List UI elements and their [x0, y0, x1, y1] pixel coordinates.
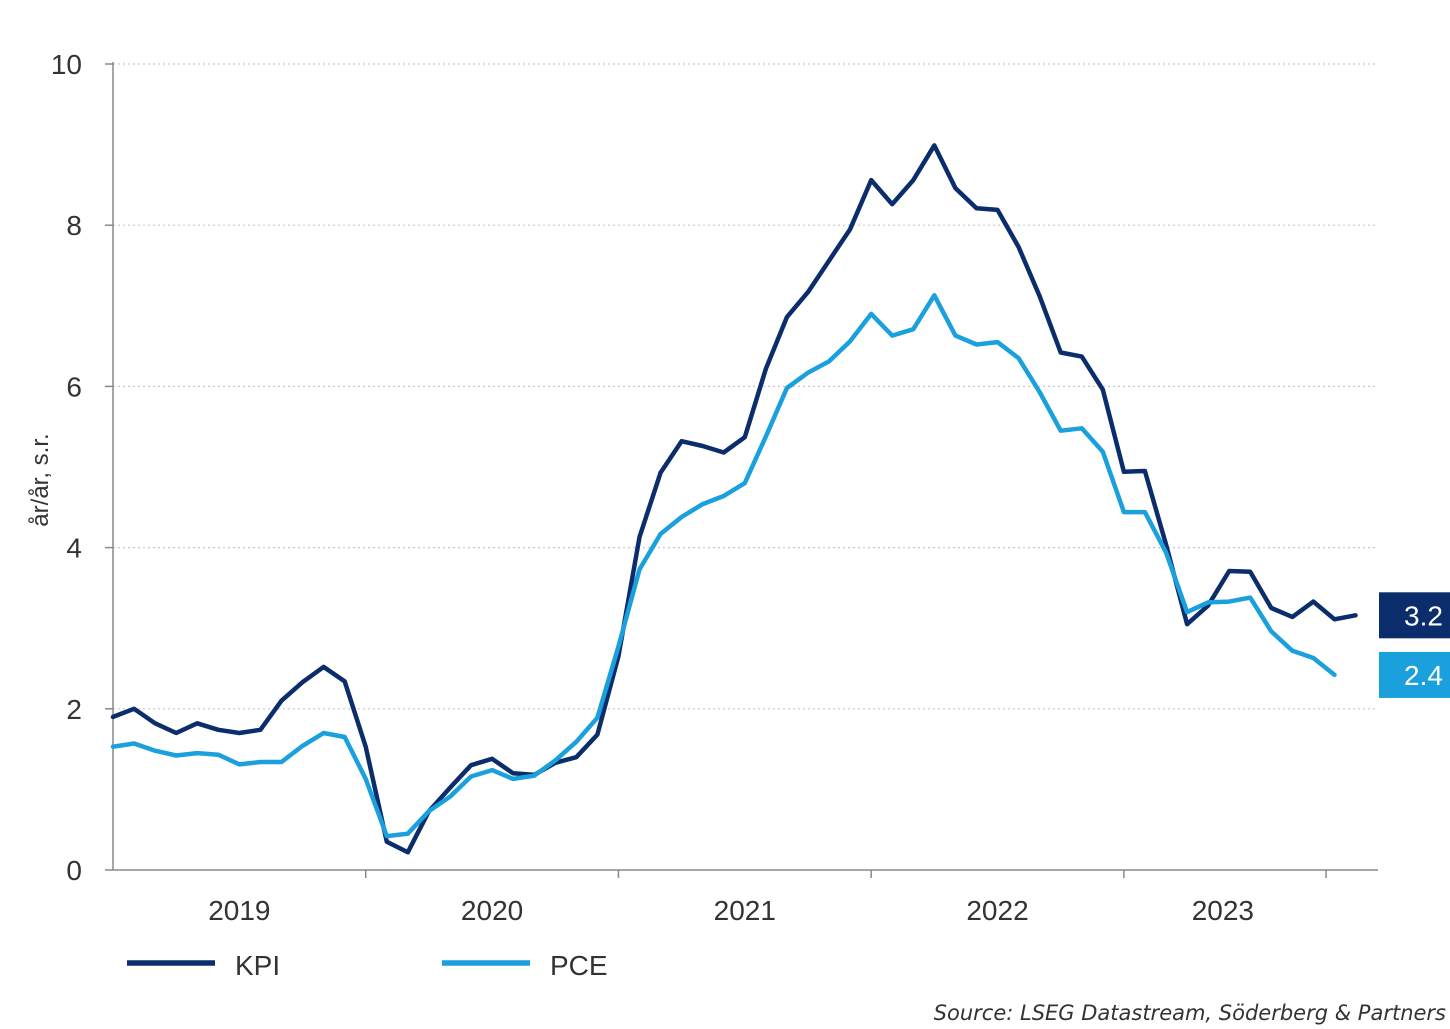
y-axis-ticks: 0 2 4 6 8 10 — [51, 49, 113, 886]
x-axis-ticks: 2019 2020 2021 2022 2023 — [208, 870, 1327, 926]
y-tick-label: 8 — [66, 210, 82, 241]
y-axis-title: år/år, s.r. — [27, 433, 54, 526]
series-line-pce — [110, 293, 1337, 839]
end-label-box-kpi — [1379, 592, 1450, 639]
x-tick-label: 2021 — [714, 895, 776, 926]
x-tick-label: 2019 — [208, 895, 270, 926]
y-tick-label: 2 — [66, 694, 82, 725]
y-tick-label: 4 — [66, 533, 82, 564]
y-tick-label: 0 — [66, 855, 82, 886]
series-line-kpi — [110, 143, 1358, 855]
series-lines — [110, 143, 1358, 855]
legend-label-pce: PCE — [550, 950, 608, 981]
y-tick-label: 10 — [51, 49, 82, 80]
end-label-kpi: 3.2 — [1404, 600, 1443, 631]
end-label-pce: 2.4 — [1404, 660, 1443, 691]
x-tick-label: 2023 — [1192, 895, 1254, 926]
legend-label-kpi: KPI — [235, 950, 280, 981]
end-label-box-pce — [1379, 651, 1450, 698]
y-tick-label: 6 — [66, 371, 82, 402]
source-note: Source: LSEG Datastream, Söderberg & Par… — [933, 1001, 1446, 1025]
gridlines — [113, 63, 1378, 710]
x-tick-label: 2020 — [461, 895, 523, 926]
end-value-labels: 3.2 2.4 — [1379, 592, 1450, 698]
x-tick-label: 2022 — [966, 895, 1028, 926]
legend: KPI PCE — [127, 950, 608, 981]
